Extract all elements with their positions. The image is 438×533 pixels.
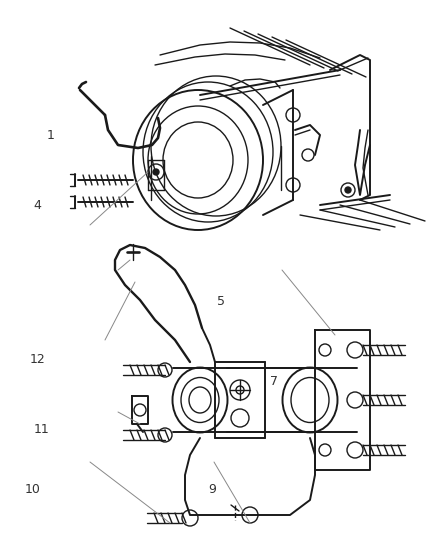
- Text: 11: 11: [34, 423, 49, 435]
- Text: 1: 1: [46, 130, 54, 142]
- Text: 10: 10: [25, 483, 41, 496]
- Text: 4: 4: [33, 199, 41, 212]
- Text: 7: 7: [270, 375, 278, 387]
- Text: 5: 5: [217, 295, 225, 308]
- Circle shape: [153, 169, 159, 175]
- Text: 12: 12: [29, 353, 45, 366]
- Circle shape: [345, 187, 351, 193]
- Text: 9: 9: [208, 483, 216, 496]
